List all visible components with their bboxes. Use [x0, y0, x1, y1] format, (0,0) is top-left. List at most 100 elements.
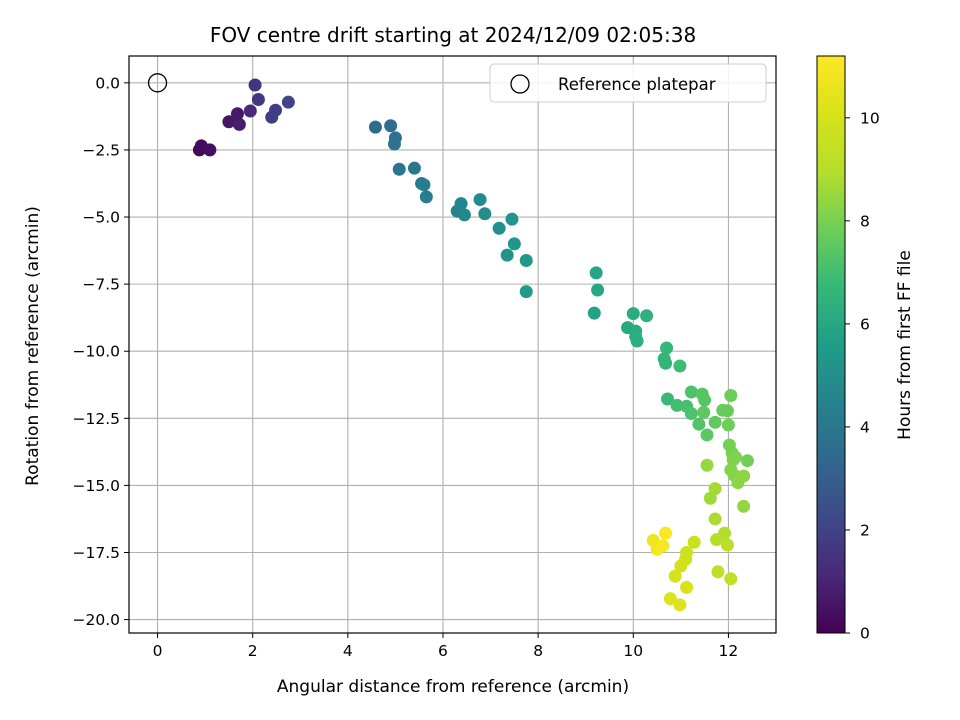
data-point	[684, 406, 698, 420]
data-point	[589, 266, 603, 280]
colorbar-tick-label: 4	[860, 418, 870, 436]
data-point	[711, 565, 725, 579]
data-points	[192, 78, 754, 612]
colorbar-tick-label: 2	[860, 521, 870, 539]
colorbar-tick-label: 0	[860, 625, 870, 643]
y-tick-label: −10.0	[73, 343, 121, 361]
data-point	[724, 388, 738, 402]
data-point	[674, 559, 688, 573]
data-point	[729, 450, 743, 464]
legend-reference-marker	[510, 74, 530, 94]
data-point	[500, 248, 514, 262]
colorbar-title: Hours from first FF file	[895, 250, 915, 440]
data-point	[720, 538, 734, 552]
data-point	[591, 283, 605, 297]
data-point	[660, 341, 674, 355]
data-point	[684, 385, 698, 399]
data-point	[659, 356, 673, 370]
data-point	[720, 404, 734, 418]
data-point	[630, 334, 644, 348]
data-point	[243, 104, 257, 118]
data-point	[519, 285, 533, 299]
y-tick-label: −5.0	[82, 209, 120, 227]
data-point	[687, 535, 701, 549]
data-point	[656, 539, 670, 553]
y-tick-label: −7.5	[82, 276, 120, 294]
data-point	[407, 161, 421, 175]
data-point	[661, 392, 675, 406]
data-point	[203, 143, 217, 157]
y-tick-label: 0.0	[95, 74, 120, 92]
data-point	[737, 499, 751, 513]
data-point	[668, 569, 682, 583]
data-point	[708, 512, 722, 526]
data-point	[737, 469, 751, 483]
data-point	[724, 572, 738, 586]
data-point	[740, 454, 754, 468]
data-point	[384, 119, 398, 133]
data-point	[454, 197, 468, 211]
data-point	[708, 415, 722, 429]
data-point	[419, 190, 433, 204]
y-axis-title: Rotation from reference (arcmin)	[23, 206, 43, 486]
y-axis-ticks: 0.0 −2.5 −5.0 −7.5 −10.0 −12.5 −15.0 −17.5 −20.0	[73, 74, 129, 629]
data-point	[368, 120, 382, 134]
x-axis-ticks: 0 2 4 6 8 10 12	[153, 633, 738, 660]
data-point	[698, 393, 712, 407]
data-point	[700, 428, 714, 442]
data-point	[387, 137, 401, 151]
data-point	[519, 253, 533, 267]
colorbar: 0 2 4 6 8 10 Hours from first FF file	[816, 55, 915, 643]
data-point	[626, 307, 640, 321]
data-point	[673, 359, 687, 373]
data-point	[663, 592, 677, 606]
x-tick-label: 4	[343, 642, 353, 660]
legend: Reference platepar	[489, 63, 767, 103]
x-tick-label: 0	[153, 642, 163, 660]
colorbar-gradient	[816, 55, 846, 634]
y-tick-label: −12.5	[73, 410, 121, 428]
data-point	[417, 178, 431, 192]
reference-marker-layer	[147, 73, 168, 93]
data-point	[721, 418, 735, 432]
data-point	[710, 533, 724, 547]
data-point	[659, 526, 673, 540]
y-tick-label: −17.5	[73, 544, 121, 562]
data-point	[697, 405, 711, 419]
data-point	[640, 309, 654, 323]
data-point	[587, 306, 601, 320]
plot-frame	[128, 55, 777, 634]
colorbar-tick-label: 10	[860, 109, 880, 127]
x-tick-label: 10	[623, 642, 643, 660]
data-point	[457, 208, 471, 222]
y-tick-label: −2.5	[82, 141, 120, 159]
legend-label: Reference platepar	[558, 75, 716, 94]
data-point	[251, 92, 265, 106]
data-point	[473, 193, 487, 207]
reference-platepar-marker	[147, 73, 168, 93]
data-point	[281, 95, 295, 109]
x-axis-title: Angular distance from reference (arcmin)	[277, 677, 629, 697]
x-tick-label: 6	[438, 642, 448, 660]
data-point	[680, 580, 694, 594]
y-tick-label: −20.0	[73, 611, 121, 629]
chart-title: FOV centre drift starting at 2024/12/09 …	[210, 23, 696, 47]
data-point	[478, 207, 492, 221]
x-tick-label: 2	[248, 642, 258, 660]
colorbar-ticks: 0 2 4 6 8 10	[845, 109, 880, 643]
data-point	[507, 237, 521, 251]
legend-box	[489, 63, 767, 103]
data-point	[230, 107, 244, 121]
colorbar-tick-label: 6	[860, 315, 870, 333]
data-point	[222, 115, 236, 129]
colorbar-tick-label: 8	[860, 212, 870, 230]
x-tick-label: 8	[533, 642, 543, 660]
y-tick-label: −15.0	[73, 477, 121, 495]
data-point	[673, 598, 687, 612]
data-point	[232, 117, 246, 131]
data-point	[392, 162, 406, 176]
data-point	[700, 458, 714, 472]
data-point	[505, 212, 519, 226]
data-point	[708, 482, 722, 496]
